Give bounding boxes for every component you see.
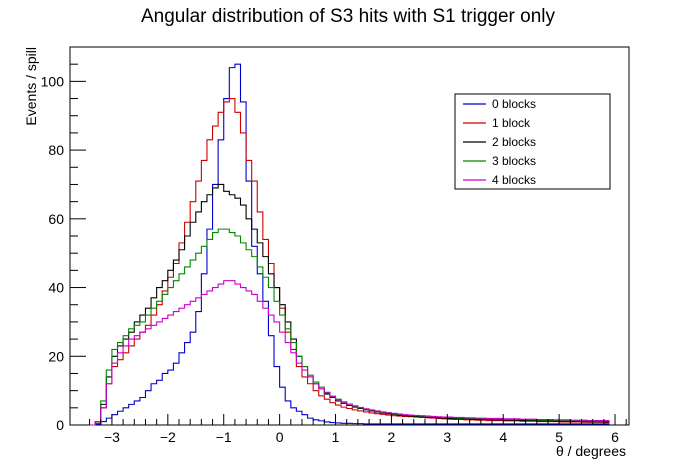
legend-label-1: 1 block <box>492 116 531 130</box>
series-line-0 <box>89 63 610 426</box>
y-tick-label: 40 <box>48 280 64 296</box>
x-tick-label: 5 <box>555 429 563 445</box>
x-tick-label: 3 <box>443 429 451 445</box>
y-tick-label: 0 <box>56 417 64 433</box>
x-tick-label: −2 <box>160 429 176 445</box>
legend-label-0: 0 blocks <box>492 97 536 111</box>
y-tick-label: 60 <box>48 211 64 227</box>
x-tick-label: −1 <box>216 429 232 445</box>
chart-title: Angular distribution of S3 hits with S1 … <box>141 6 555 27</box>
legend-items: 0 blocks 1 block 2 blocks 3 blocks 4 blocks <box>463 97 536 187</box>
y-axis-label: Events / spill <box>23 47 39 126</box>
y-tick-label: 80 <box>48 142 64 158</box>
x-tick-label: 6 <box>611 429 619 445</box>
y-tick-label: 100 <box>41 73 65 89</box>
series-line-3 <box>89 228 610 426</box>
series-line-2 <box>89 183 610 426</box>
legend: 0 blocks 1 block 2 blocks 3 blocks 4 blocks <box>454 93 611 190</box>
legend-label-3: 3 blocks <box>492 154 536 168</box>
legend-label-2: 2 blocks <box>492 135 536 149</box>
x-tick-label: 2 <box>388 429 396 445</box>
legend-label-4: 4 blocks <box>492 173 536 187</box>
x-tick-label: −3 <box>104 429 120 445</box>
x-tick-label: 4 <box>499 429 507 445</box>
x-axis-label: θ / degrees <box>556 443 626 459</box>
y-tick-label: 20 <box>48 348 64 364</box>
x-tick-label: 0 <box>276 429 284 445</box>
series-line-4 <box>89 280 610 426</box>
x-tick-label: 1 <box>332 429 340 445</box>
